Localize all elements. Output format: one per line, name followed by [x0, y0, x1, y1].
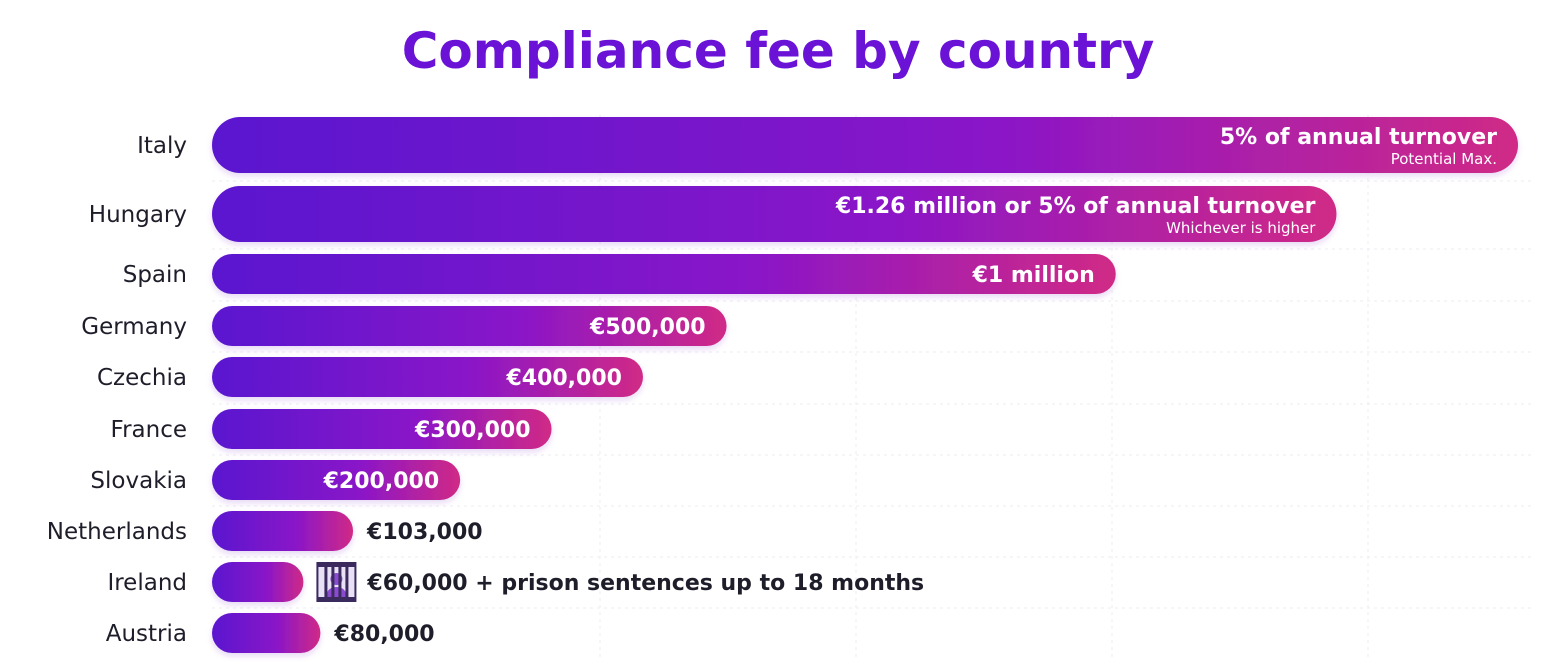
category-label: Austria — [106, 621, 187, 647]
bar-value-label: €1 million — [972, 263, 1095, 288]
category-label: Italy — [137, 133, 187, 159]
category-label: Germany — [81, 314, 187, 340]
category-label: Hungary — [89, 202, 187, 228]
bar-value-sublabel: Potential Max. — [1391, 150, 1497, 168]
bar-italy — [212, 117, 1518, 173]
bar-value-label: €500,000 — [589, 315, 706, 340]
bar-value-label: €60,000 + prison sentences up to 18 mont… — [366, 571, 924, 596]
category-label: France — [111, 417, 187, 443]
bar-france — [212, 409, 552, 449]
bar-value-label: €80,000 — [333, 622, 434, 647]
bar-spain — [212, 254, 1116, 294]
bar-austria — [212, 613, 321, 653]
bar-czechia — [212, 357, 643, 397]
category-label: Slovakia — [90, 468, 187, 494]
prison-icon — [316, 562, 357, 602]
bar-value-label: €200,000 — [323, 469, 440, 494]
category-label: Czechia — [97, 365, 187, 391]
bar-value-sublabel: Whichever is higher — [1166, 219, 1316, 237]
bar-value-label: 5% of annual turnover — [1220, 125, 1497, 150]
category-label: Netherlands — [47, 519, 187, 545]
category-label: Spain — [123, 262, 187, 288]
category-label: Ireland — [107, 570, 187, 596]
chart-title: Compliance fee by country — [402, 22, 1155, 80]
bar-netherlands — [212, 511, 354, 551]
bar-hungary — [212, 186, 1337, 242]
bar-germany — [212, 306, 727, 346]
bar-slovakia — [212, 460, 461, 500]
bar-ireland — [212, 562, 304, 602]
bar-value-label: €103,000 — [366, 520, 483, 545]
bar-value-label: €300,000 — [414, 418, 531, 443]
bar-value-label: €1.26 million or 5% of annual turnover — [835, 194, 1316, 219]
bar-value-label: €400,000 — [505, 366, 622, 391]
